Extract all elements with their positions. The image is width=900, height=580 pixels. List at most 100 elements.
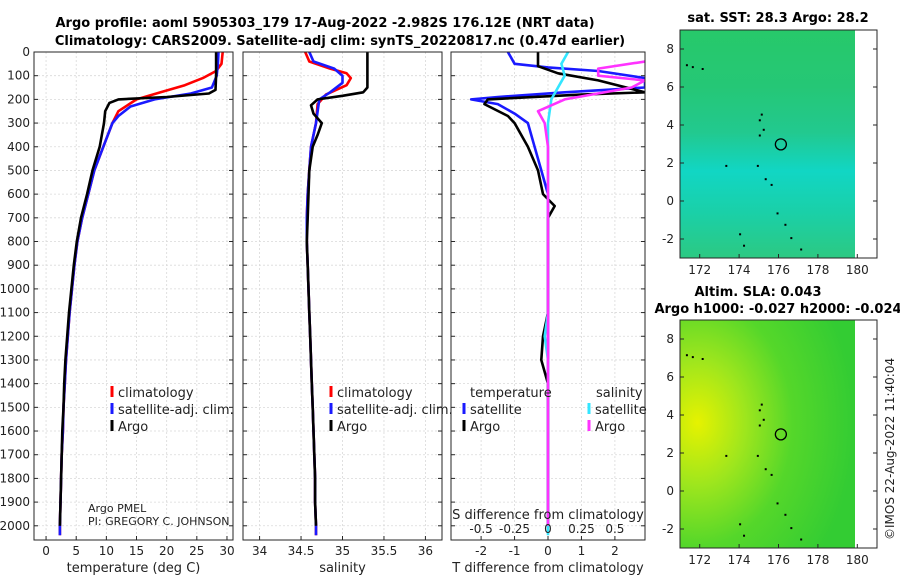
y-tick-label: 500 bbox=[7, 163, 30, 177]
island-dot bbox=[743, 244, 746, 247]
y-tick-label: 100 bbox=[7, 69, 30, 83]
series-line-climatology bbox=[58, 52, 224, 536]
island-dot bbox=[758, 134, 761, 137]
legend-t-satellite-label: satellite bbox=[470, 403, 522, 418]
x-tick-label: 176 bbox=[767, 263, 790, 277]
legend-t-argo-label: Argo bbox=[470, 420, 500, 435]
x-tick-label: 5 bbox=[72, 544, 80, 558]
y-tick-label: 1000 bbox=[0, 282, 30, 296]
island-dot bbox=[760, 403, 763, 406]
island-dot bbox=[784, 513, 787, 516]
y-tick-label: 2 bbox=[666, 156, 674, 170]
legend-satellite-label: satellite-adj. clim. bbox=[118, 403, 234, 418]
x-tick-label: 35.5 bbox=[371, 544, 398, 558]
island-dot bbox=[701, 358, 704, 360]
legend-temperature-heading: temperature bbox=[470, 386, 552, 401]
sst-field bbox=[680, 30, 855, 258]
island-dot bbox=[758, 409, 761, 412]
salinity-legend: climatology satellite-adj. clim. Argo bbox=[329, 386, 453, 435]
x-tick-label-top: 0 bbox=[544, 522, 552, 536]
island-dot bbox=[764, 468, 767, 471]
y-tick-label: -2 bbox=[662, 522, 674, 536]
x-tick-label: 2 bbox=[611, 544, 619, 558]
island-dot bbox=[739, 233, 742, 236]
legend-satellite-label: satellite-adj. clim. bbox=[337, 403, 453, 418]
sla-map-title: Altim. SLA: 0.043 bbox=[695, 285, 822, 300]
island-dot bbox=[800, 538, 803, 541]
legend-s-satellite-label: satellite bbox=[595, 403, 647, 418]
argo-location-marker bbox=[774, 428, 788, 441]
island-dot bbox=[758, 119, 761, 122]
series-line-climatology bbox=[304, 52, 353, 536]
island-dot bbox=[756, 454, 759, 457]
x-tick-label-top: -0.5 bbox=[469, 522, 492, 536]
sst-map-title: sat. SST: 28.3 Argo: 28.2 bbox=[687, 11, 868, 26]
x-tick-label: 10 bbox=[99, 544, 114, 558]
y-tick-label: 1200 bbox=[0, 329, 30, 343]
series-line-satellite-adj-clim- bbox=[305, 52, 344, 536]
series-group bbox=[58, 52, 224, 536]
sla-argo-heights: Argo h1000: -0.027 h2000: -0.024 bbox=[654, 302, 900, 317]
coastline-dots bbox=[685, 64, 803, 251]
series-line-temperature-satellite bbox=[469, 52, 645, 526]
island-dot bbox=[784, 223, 787, 226]
y-tick-label: 2 bbox=[666, 446, 674, 460]
y-tick-label: 1700 bbox=[0, 448, 30, 462]
temperature-panel: 0 5 10 15 20 25 300100200300400500600700800900… bbox=[0, 45, 235, 576]
island-dot bbox=[776, 502, 779, 505]
sst-map: 172 174 176 178 180 -2 0 2 4 6 8 bbox=[662, 29, 878, 277]
island-dot bbox=[691, 66, 694, 69]
island-dot bbox=[776, 212, 779, 215]
y-tick-label: 4 bbox=[666, 408, 674, 422]
y-tick-label: 600 bbox=[7, 187, 30, 201]
island-dot bbox=[762, 418, 765, 421]
x-tick-label: 1 bbox=[578, 544, 586, 558]
y-tick-label: 6 bbox=[666, 80, 674, 94]
island-dot bbox=[800, 248, 803, 251]
island-dot bbox=[758, 424, 761, 427]
x-tick-label: 15 bbox=[129, 544, 144, 558]
x-tick-label: 172 bbox=[688, 263, 711, 277]
island-dot bbox=[739, 523, 742, 526]
island-dot bbox=[725, 454, 728, 457]
coastline-dots bbox=[685, 354, 803, 541]
temperature-legend: climatology satellite-adj. clim. Argo bbox=[110, 386, 234, 435]
y-tick-label: -2 bbox=[662, 232, 674, 246]
x-tick-label: 174 bbox=[728, 263, 751, 277]
x-axis-label: T difference from climatology bbox=[451, 561, 644, 576]
y-tick-label: 1500 bbox=[0, 400, 30, 414]
x-tick-label: 178 bbox=[806, 263, 829, 277]
x-tick-label: 0 bbox=[544, 544, 552, 558]
legend-climatology-label: climatology bbox=[337, 386, 413, 401]
island-dot bbox=[762, 128, 765, 131]
legend-climatology-label: climatology bbox=[118, 386, 194, 401]
x-axis-label: salinity bbox=[319, 561, 366, 576]
island-dot bbox=[790, 527, 793, 530]
y-tick-label: 0 bbox=[666, 194, 674, 208]
y-tick-label: 800 bbox=[7, 235, 30, 249]
x-tick-label: 0 bbox=[42, 544, 50, 558]
x-tick-label: 176 bbox=[767, 553, 790, 567]
island-dot bbox=[756, 164, 759, 167]
credit-line-1: Argo PMEL bbox=[88, 502, 147, 515]
island-dot bbox=[764, 178, 767, 181]
x-tick-label: 172 bbox=[688, 553, 711, 567]
y-tick-label: 1800 bbox=[0, 471, 30, 485]
title-line-2: Climatology: CARS2009. Satellite-adj cli… bbox=[55, 34, 625, 49]
series-group bbox=[469, 52, 645, 536]
legend-argo-label: Argo bbox=[337, 420, 367, 435]
y-tick-label: 6 bbox=[666, 370, 674, 384]
sla-map: 172 174 176 178 180 -2 0 2 4 6 8 bbox=[662, 319, 878, 567]
series-line-salinity-argo bbox=[536, 60, 645, 526]
island-dot bbox=[725, 164, 728, 167]
title-line-1: Argo profile: aoml 5905303_179 17-Aug-20… bbox=[55, 16, 594, 31]
axes-frame bbox=[33, 51, 234, 541]
x-tick-label: 180 bbox=[846, 263, 869, 277]
y-tick-label: 1100 bbox=[0, 306, 30, 320]
salinity-panel: 34 34.5 35 35.5 36 salinity bbox=[242, 51, 443, 576]
island-dot bbox=[760, 113, 763, 116]
difference-legend: temperature salinity satellite Argo sate… bbox=[462, 386, 647, 435]
y-tick-label: 0 bbox=[22, 45, 30, 59]
island-dot bbox=[743, 534, 746, 537]
